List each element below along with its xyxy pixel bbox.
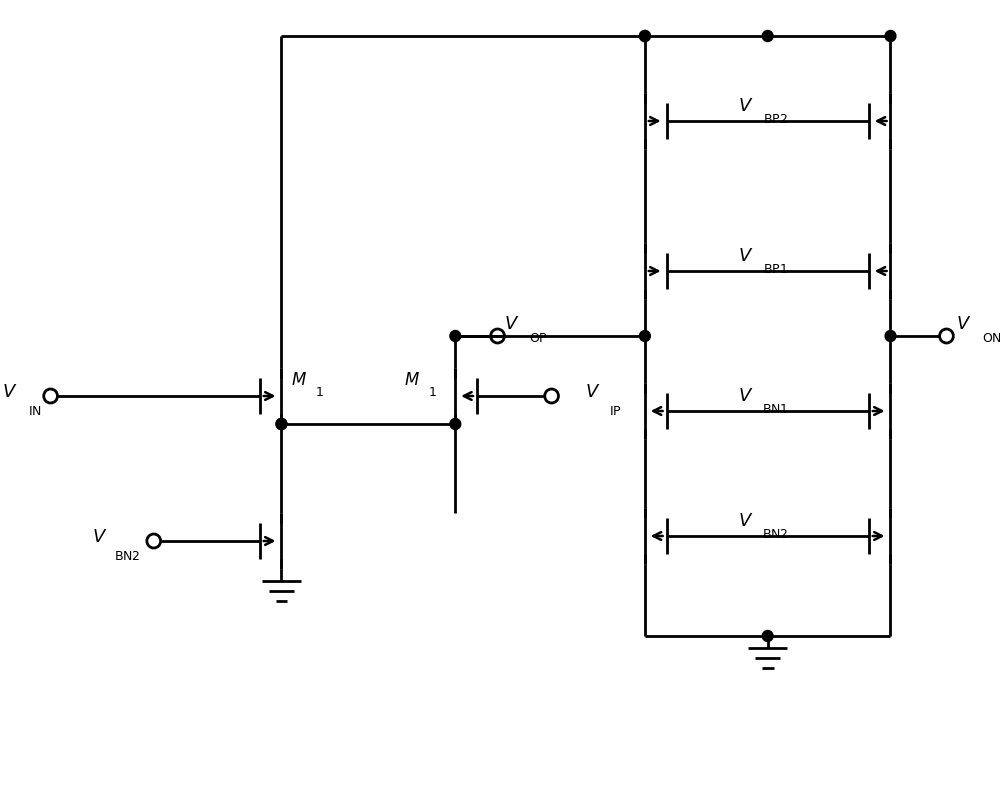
Text: $V$: $V$ xyxy=(92,528,107,546)
Text: $\mathrm{IN}$: $\mathrm{IN}$ xyxy=(28,404,42,418)
Circle shape xyxy=(640,31,650,41)
Circle shape xyxy=(450,331,461,342)
Text: $\mathrm{ON}$: $\mathrm{ON}$ xyxy=(982,331,1000,345)
Text: $\mathrm{BN1}$: $\mathrm{BN1}$ xyxy=(762,403,789,415)
Circle shape xyxy=(885,31,896,41)
Text: $\mathrm{BN2}$: $\mathrm{BN2}$ xyxy=(762,528,789,540)
Text: $V$: $V$ xyxy=(738,387,754,405)
Text: $M$: $M$ xyxy=(404,372,420,388)
Circle shape xyxy=(885,331,896,342)
Circle shape xyxy=(640,31,650,41)
Text: $V$: $V$ xyxy=(956,315,972,333)
Text: $V$: $V$ xyxy=(738,247,754,265)
Text: $\mathrm{BP2}$: $\mathrm{BP2}$ xyxy=(763,112,788,126)
Text: $\mathrm{OP}$: $\mathrm{OP}$ xyxy=(529,331,548,345)
Circle shape xyxy=(762,31,773,41)
Circle shape xyxy=(276,418,287,430)
Text: $\mathrm{BN2}$: $\mathrm{BN2}$ xyxy=(114,550,140,562)
Text: $V$: $V$ xyxy=(585,383,601,401)
Text: $\mathrm{BP1}$: $\mathrm{BP1}$ xyxy=(763,263,788,275)
Text: $\mathregular{1}$: $\mathregular{1}$ xyxy=(428,385,437,399)
Text: $V$: $V$ xyxy=(2,383,17,401)
Circle shape xyxy=(450,418,461,430)
Circle shape xyxy=(276,418,287,430)
Circle shape xyxy=(640,331,650,342)
Text: $V$: $V$ xyxy=(504,315,519,333)
Text: $\mathrm{IP}$: $\mathrm{IP}$ xyxy=(609,404,622,418)
Circle shape xyxy=(762,630,773,642)
Text: $M$: $M$ xyxy=(291,372,307,388)
Text: $\mathregular{1}$: $\mathregular{1}$ xyxy=(315,385,324,399)
Text: $V$: $V$ xyxy=(738,97,754,115)
Text: $V$: $V$ xyxy=(738,512,754,530)
